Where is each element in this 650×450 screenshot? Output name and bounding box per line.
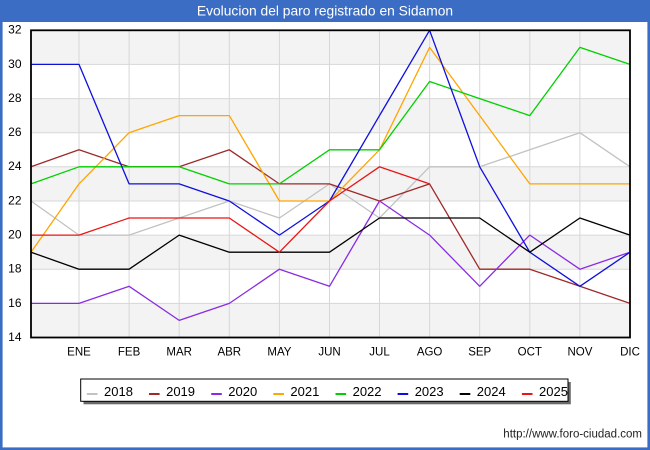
svg-text:MAY: MAY <box>267 347 291 359</box>
svg-text:NOV: NOV <box>567 347 592 359</box>
svg-text:ENE: ENE <box>67 347 91 359</box>
svg-text:JUN: JUN <box>318 347 340 359</box>
svg-text:24: 24 <box>8 159 22 173</box>
svg-text:MAR: MAR <box>166 347 192 359</box>
svg-text:2023: 2023 <box>415 384 444 399</box>
svg-text:2022: 2022 <box>353 384 382 399</box>
svg-text:FEB: FEB <box>118 347 141 359</box>
svg-text:DIC: DIC <box>620 347 640 359</box>
svg-text:14: 14 <box>8 330 22 344</box>
svg-text:2020: 2020 <box>228 384 257 399</box>
svg-text:26: 26 <box>8 125 22 139</box>
svg-text:2018: 2018 <box>104 384 133 399</box>
svg-text:2019: 2019 <box>166 384 195 399</box>
svg-text:32: 32 <box>8 23 22 37</box>
svg-text:AGO: AGO <box>417 347 443 359</box>
svg-text:ABR: ABR <box>217 347 241 359</box>
svg-text:16: 16 <box>8 296 22 310</box>
svg-text:28: 28 <box>8 91 22 105</box>
svg-text:2025: 2025 <box>539 384 568 399</box>
svg-text:2021: 2021 <box>290 384 319 399</box>
svg-text:OCT: OCT <box>518 347 542 359</box>
svg-text:20: 20 <box>8 228 22 242</box>
svg-text:22: 22 <box>8 193 22 207</box>
svg-text:2024: 2024 <box>477 384 506 399</box>
svg-text:JUL: JUL <box>369 347 390 359</box>
svg-text:Evolucion del paro registrado: Evolucion del paro registrado en Sidamon <box>197 4 453 19</box>
svg-text:30: 30 <box>8 57 22 71</box>
svg-text:18: 18 <box>8 262 22 276</box>
svg-text:SEP: SEP <box>468 347 491 359</box>
svg-text:http://www.foro-ciudad.com: http://www.foro-ciudad.com <box>503 429 642 441</box>
